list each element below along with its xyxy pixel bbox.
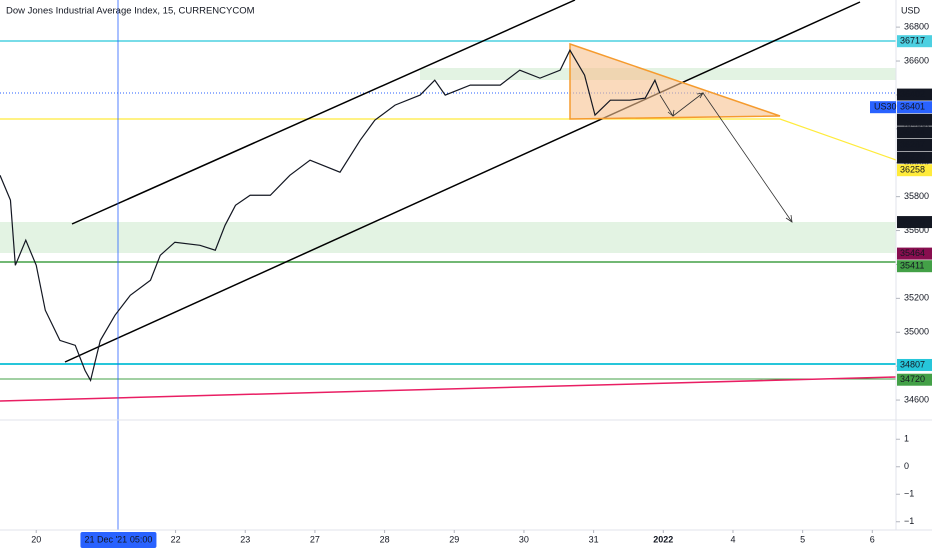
price-label: 36394 — [900, 127, 925, 137]
price-badge — [897, 101, 932, 114]
channel-line — [71, 0, 576, 225]
price-label: 35464 — [900, 248, 925, 258]
price-label: 36270 — [900, 152, 925, 162]
price-label: 36258 — [900, 165, 925, 175]
price-label: 36287 — [900, 139, 925, 149]
crosshair-date: 21 Dec '21 — [84, 534, 127, 544]
x-tick-label: 27 — [310, 534, 320, 544]
crosshair-badge — [80, 532, 157, 548]
price-label: 35650 — [900, 216, 925, 226]
y-tick-label: 1 — [904, 434, 909, 444]
series-tag-label: US30 — [874, 102, 897, 112]
currency: USD — [901, 5, 921, 15]
price-label: 34720 — [900, 374, 925, 384]
support-zone — [0, 222, 896, 253]
y-tick-label: 36800 — [904, 21, 929, 31]
x-tick-label: 23 — [240, 534, 250, 544]
series-tag — [870, 101, 896, 114]
price-label: 36717 — [900, 36, 925, 46]
price-label: 36402 — [900, 89, 925, 99]
price-label: 34807 — [900, 359, 925, 369]
y-tick-label: −1 — [904, 516, 914, 526]
trend-line — [0, 376, 897, 402]
y-tick-label: 35200 — [904, 293, 929, 303]
x-tick-label: 28 — [380, 534, 390, 544]
x-tick-label: 2022 — [653, 534, 673, 544]
x-tick-label: 22 — [171, 534, 181, 544]
channel-line — [64, 1, 861, 363]
x-tick-label: 5 — [800, 534, 805, 544]
chart-title: Dow Jones Industrial Average Index, 15, … — [6, 6, 255, 17]
price-badge — [897, 138, 932, 151]
price-badge — [897, 216, 932, 229]
x-tick-label: 29 — [449, 534, 459, 544]
price-badge — [897, 260, 932, 273]
y-tick-label: −1 — [904, 489, 914, 499]
price-badge — [897, 151, 932, 164]
y-tick-label: 35800 — [904, 191, 929, 201]
x-tick-label: 4 — [730, 534, 735, 544]
price-label: 36398 — [900, 114, 925, 124]
crosshair-time: 05:00 — [130, 534, 153, 544]
price-line — [0, 48, 661, 383]
level-line — [0, 118, 897, 161]
y-tick-label: 35000 — [904, 327, 929, 337]
x-tick-label: 31 — [589, 534, 599, 544]
y-tick-label: 0 — [904, 461, 909, 471]
x-tick-label: 30 — [519, 534, 529, 544]
price-badge — [897, 358, 932, 371]
price-badge — [897, 113, 932, 126]
price-badge — [897, 164, 932, 177]
price-badge — [897, 247, 932, 260]
price-badge — [897, 126, 932, 139]
x-tick-label: 20 — [31, 534, 41, 544]
y-tick-label: 35600 — [904, 225, 929, 235]
price-badge — [897, 373, 932, 386]
arrow-head — [667, 92, 793, 223]
price-badge — [897, 35, 932, 48]
price-badge — [897, 88, 932, 101]
price-label: 36401 — [900, 102, 925, 112]
y-tick-label: 36600 — [904, 55, 929, 65]
price-label: 35411 — [900, 261, 924, 271]
projection-arrow — [659, 92, 793, 223]
x-tick-label: 6 — [870, 534, 875, 544]
y-tick-label: 34600 — [904, 394, 929, 404]
